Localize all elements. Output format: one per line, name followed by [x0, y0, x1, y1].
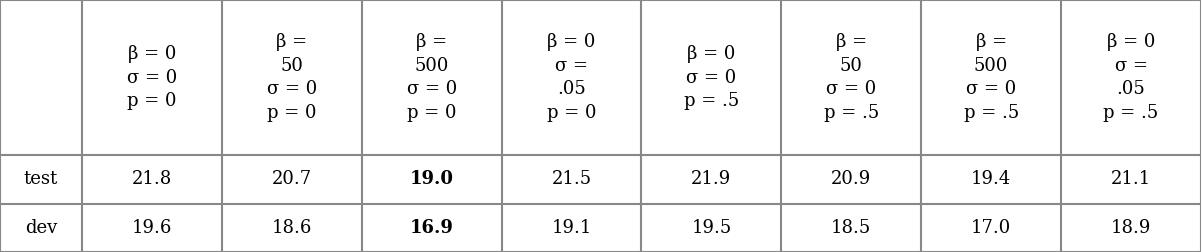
- Text: 18.5: 18.5: [831, 219, 872, 237]
- Text: 20.7: 20.7: [271, 170, 312, 188]
- Text: 19.6: 19.6: [132, 219, 172, 237]
- Text: 21.8: 21.8: [132, 170, 172, 188]
- Text: β =
50
σ = 0
p = .5: β = 50 σ = 0 p = .5: [824, 33, 879, 122]
- Text: 18.9: 18.9: [1111, 219, 1152, 237]
- Text: 16.9: 16.9: [410, 219, 454, 237]
- Text: 19.1: 19.1: [551, 219, 592, 237]
- Text: 21.1: 21.1: [1111, 170, 1152, 188]
- Text: dev: dev: [25, 219, 58, 237]
- Text: 19.5: 19.5: [692, 219, 731, 237]
- Text: β =
500
σ = 0
p = .5: β = 500 σ = 0 p = .5: [963, 33, 1018, 122]
- Text: 18.6: 18.6: [271, 219, 312, 237]
- Text: β =
50
σ = 0
p = 0: β = 50 σ = 0 p = 0: [267, 33, 317, 122]
- Text: β = 0
σ =
.05
p = 0: β = 0 σ = .05 p = 0: [546, 33, 597, 122]
- Text: 17.0: 17.0: [972, 219, 1011, 237]
- Text: β = 0
σ =
.05
p = .5: β = 0 σ = .05 p = .5: [1104, 33, 1159, 122]
- Text: 19.0: 19.0: [410, 170, 454, 188]
- Text: test: test: [24, 170, 58, 188]
- Text: β = 0
σ = 0
p = .5: β = 0 σ = 0 p = .5: [683, 45, 739, 110]
- Text: β =
500
σ = 0
p = 0: β = 500 σ = 0 p = 0: [407, 33, 456, 122]
- Text: β = 0
σ = 0
p = 0: β = 0 σ = 0 p = 0: [127, 45, 177, 110]
- Text: 21.9: 21.9: [692, 170, 731, 188]
- Text: 19.4: 19.4: [972, 170, 1011, 188]
- Text: 20.9: 20.9: [831, 170, 872, 188]
- Text: 21.5: 21.5: [551, 170, 592, 188]
